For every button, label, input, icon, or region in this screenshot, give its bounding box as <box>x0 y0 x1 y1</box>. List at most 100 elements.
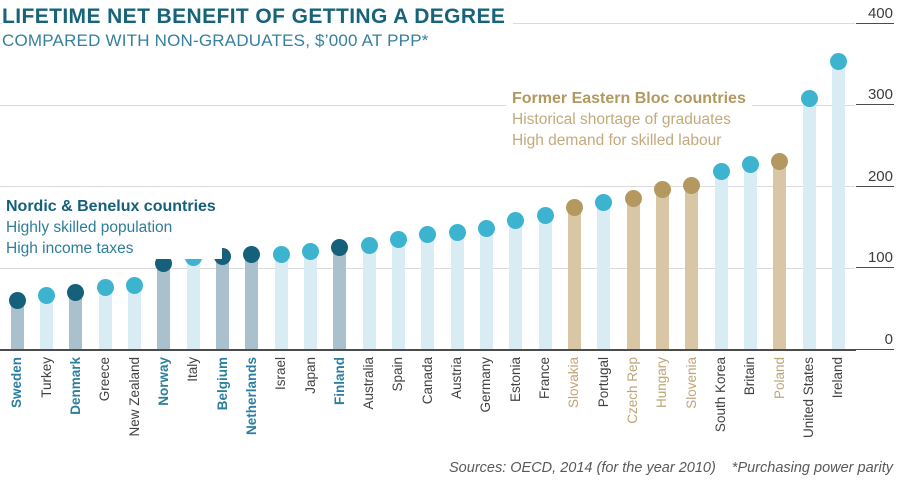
dot-spain <box>389 230 407 248</box>
annotation-eastern-line-1: Historical shortage of graduates <box>512 111 731 128</box>
x-axis-line <box>0 348 856 351</box>
category-label-canada: Canada <box>419 357 435 405</box>
category-label-japan: Japan <box>302 357 318 394</box>
dot-estonia <box>507 212 525 230</box>
bar-finland <box>333 247 347 350</box>
dot-australia <box>360 237 378 255</box>
bar-italy <box>186 257 200 350</box>
bar-sweden <box>10 300 24 350</box>
y-axis-tick-400: 400 <box>856 4 894 24</box>
dot-united-states <box>800 89 818 107</box>
category-label-sweden: Sweden <box>9 357 25 409</box>
y-axis-tick-100: 100 <box>856 248 894 268</box>
bar-denmark <box>69 292 83 350</box>
annotation-nordic-benelux: Nordic & Benelux countries Highly skille… <box>6 196 222 259</box>
bar-ireland <box>831 61 845 350</box>
bar-france <box>538 215 552 350</box>
category-label-greece: Greece <box>97 357 113 402</box>
annotation-eastern-line-2: High demand for skilled labour <box>512 132 722 149</box>
bar-austria <box>450 232 464 350</box>
bar-poland <box>773 161 787 350</box>
bar-czech-rep <box>626 198 640 350</box>
dot-poland <box>771 152 789 170</box>
category-label-belgium: Belgium <box>214 357 230 411</box>
category-label-ireland: Ireland <box>830 357 846 399</box>
category-label-czech-rep: Czech Rep <box>625 357 641 424</box>
category-label-slovakia: Slovakia <box>566 357 582 409</box>
bar-canada <box>421 234 435 350</box>
dot-south-korea <box>712 162 730 180</box>
category-label-spain: Spain <box>390 357 406 392</box>
y-axis-tick-0: 0 <box>856 330 894 350</box>
bar-israel <box>274 254 288 350</box>
bar-germany <box>479 228 493 350</box>
source-text: Sources: OECD, 2014 (for the year 2010) <box>449 460 716 476</box>
bar-greece <box>98 287 112 350</box>
annotation-nordic-title: Nordic & Benelux countries <box>6 198 216 215</box>
bar-belgium <box>216 256 229 350</box>
category-label-turkey: Turkey <box>38 357 54 398</box>
bar-australia <box>362 245 376 350</box>
category-label-italy: Italy <box>185 357 201 382</box>
dot-france <box>536 206 554 224</box>
category-label-slovenia: Slovenia <box>683 357 699 409</box>
dot-britain <box>741 155 759 173</box>
annotation-nordic-line-1: Highly skilled population <box>6 219 173 236</box>
category-label-austria: Austria <box>449 357 465 400</box>
bar-united-states <box>802 98 816 350</box>
dot-canada <box>419 226 437 244</box>
dot-israel <box>272 245 290 263</box>
category-label-germany: Germany <box>478 357 494 413</box>
dot-netherlands <box>243 246 261 264</box>
category-label-united-states: United States <box>801 357 817 439</box>
dot-portugal <box>595 194 613 212</box>
bar-slovenia <box>685 185 699 350</box>
category-label-new-zealand: New Zealand <box>126 357 142 437</box>
source-note: Sources: OECD, 2014 (for the year 2010) *… <box>449 460 893 476</box>
annotation-eastern-bloc: Former Eastern Bloc countries Historical… <box>506 88 752 151</box>
dot-slovenia <box>683 177 701 195</box>
dot-denmark <box>67 283 85 301</box>
category-label-britain: Britain <box>742 357 758 396</box>
dot-finland <box>331 239 349 257</box>
gridline-200 <box>0 186 855 187</box>
dot-new-zealand <box>126 276 144 294</box>
dot-czech-rep <box>624 190 642 208</box>
footnote-text: *Purchasing power parity <box>731 460 893 476</box>
category-label-portugal: Portugal <box>595 357 611 408</box>
page-title: LIFETIME NET BENEFIT OF GETTING A DEGREE <box>2 4 514 30</box>
dot-germany <box>477 220 495 238</box>
category-label-norway: Norway <box>155 357 171 406</box>
annotation-nordic-line-2: High income taxes <box>6 240 134 257</box>
gridline-300 <box>0 104 855 106</box>
bar-slovakia <box>567 207 581 350</box>
dot-ireland <box>829 53 847 71</box>
bar-portugal <box>597 202 611 350</box>
bar-spain <box>391 239 405 350</box>
dot-austria <box>448 223 466 241</box>
dot-hungary <box>653 181 671 199</box>
category-label-poland: Poland <box>771 357 787 400</box>
y-axis-tick-200: 200 <box>856 167 894 187</box>
category-label-australia: Australia <box>361 357 377 410</box>
category-label-estonia: Estonia <box>507 357 523 403</box>
category-label-hungary: Hungary <box>654 357 670 409</box>
bar-netherlands <box>245 254 259 350</box>
category-label-france: France <box>537 357 553 400</box>
bar-norway <box>157 263 171 350</box>
category-label-netherlands: Netherlands <box>243 357 259 436</box>
dot-turkey <box>38 287 56 305</box>
dot-sweden <box>8 292 26 310</box>
dot-slovakia <box>565 199 583 217</box>
category-label-finland: Finland <box>331 357 347 405</box>
bar-britain <box>743 164 757 350</box>
category-label-denmark: Denmark <box>67 357 83 415</box>
category-label-south-korea: South Korea <box>713 357 729 433</box>
category-label-israel: Israel <box>273 357 289 391</box>
page-subtitle: COMPARED WITH NON-GRADUATES, $’000 AT PP… <box>2 30 437 52</box>
bar-estonia <box>509 220 523 350</box>
bar-hungary <box>655 189 669 350</box>
annotation-eastern-title: Former Eastern Bloc countries <box>512 90 746 107</box>
bar-south-korea <box>714 171 728 350</box>
